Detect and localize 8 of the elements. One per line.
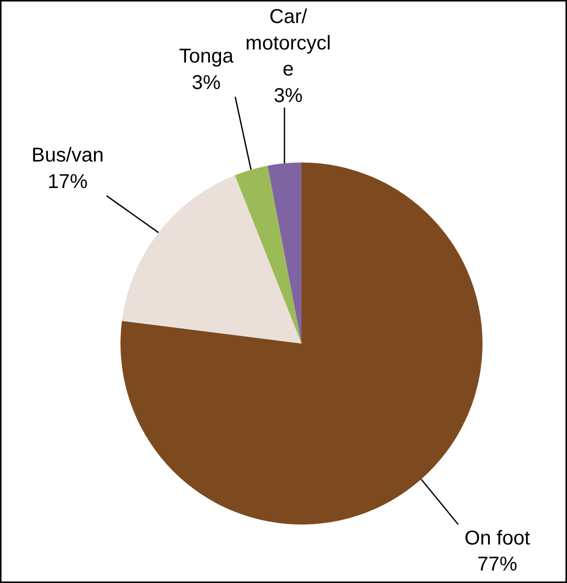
slice-label: On foot xyxy=(464,527,530,550)
slice-label: Tonga xyxy=(178,46,234,68)
slice-label: Bus/van xyxy=(31,144,104,167)
data-label: 3% xyxy=(274,85,303,108)
data-label: 17% xyxy=(48,171,88,194)
data-label: 77% xyxy=(477,554,518,576)
slice-label: Car/motorcycle xyxy=(245,6,331,81)
data-label: 3% xyxy=(192,72,221,94)
